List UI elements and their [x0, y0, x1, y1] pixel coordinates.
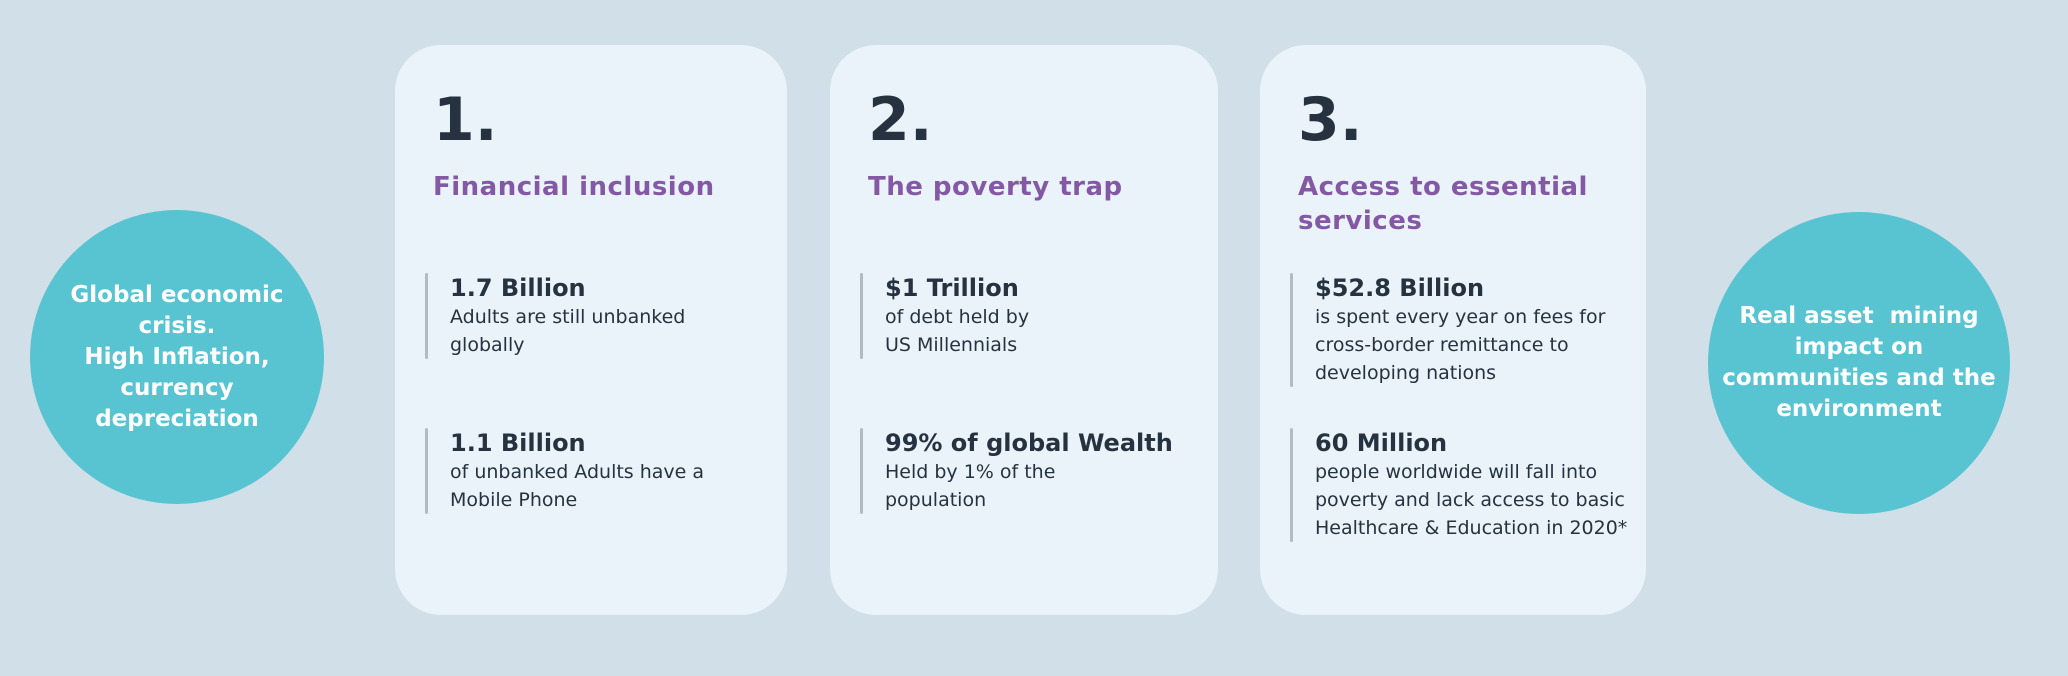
- stat-accent-bar: [860, 428, 863, 514]
- stat-title: $52.8 Billion: [1315, 274, 1485, 302]
- stat-accent-bar: [860, 273, 863, 359]
- stat-title: 99% of global Wealth: [885, 429, 1173, 457]
- stat-title: $1 Trillion: [885, 274, 1019, 302]
- mining-impact-circle: Real asset mining impact on communities …: [1708, 212, 2010, 514]
- card-number: 3.: [1298, 85, 1363, 155]
- card-heading: Financial inclusion: [433, 172, 715, 202]
- card-number: 2.: [868, 85, 933, 155]
- stat-accent-bar: [1290, 428, 1293, 542]
- stat-block: 1.1 Billion of unbanked Adults have a Mo…: [425, 428, 777, 514]
- global-crisis-circle: Global economic crisis. High Inflation, …: [30, 210, 324, 504]
- stat-block: 99% of global Wealth Held by 1% of the p…: [860, 428, 1208, 514]
- stat-accent-bar: [425, 273, 428, 359]
- stat-accent-bar: [1290, 273, 1293, 387]
- stat-description: Held by 1% of the population: [885, 461, 1056, 511]
- stat-accent-bar: [425, 428, 428, 514]
- card-heading: Access to essential services: [1298, 172, 1588, 236]
- stat-description: people worldwide will fall into poverty …: [1315, 461, 1628, 539]
- stat-description: Adults are still unbanked globally: [450, 306, 686, 356]
- card-heading: The poverty trap: [868, 172, 1123, 202]
- stat-title: 1.7 Billion: [450, 274, 586, 302]
- card-number: 1.: [433, 85, 498, 155]
- global-crisis-circle-text: Global economic crisis. High Inflation, …: [70, 281, 284, 432]
- stat-block: $1 Trillion of debt held by US Millennia…: [860, 273, 1208, 359]
- mining-impact-circle-text: Real asset mining impact on communities …: [1722, 303, 1996, 422]
- stat-title: 1.1 Billion: [450, 429, 586, 457]
- stat-block: 1.7 Billion Adults are still unbanked gl…: [425, 273, 777, 359]
- stat-text: 99% of global Wealth Held by 1% of the p…: [885, 428, 1173, 514]
- stat-text: 60 Million people worldwide will fall in…: [1315, 428, 1627, 542]
- stat-block: $52.8 Billion is spent every year on fee…: [1290, 273, 1636, 387]
- card-poverty-trap: 2. The poverty trap $1 Trillion of debt …: [830, 45, 1218, 615]
- stat-text: $52.8 Billion is spent every year on fee…: [1315, 273, 1605, 387]
- stat-text: 1.7 Billion Adults are still unbanked gl…: [450, 273, 685, 359]
- stat-description: of debt held by US Millennials: [885, 306, 1030, 356]
- stat-title: 60 Million: [1315, 429, 1448, 457]
- stat-text: $1 Trillion of debt held by US Millennia…: [885, 273, 1029, 359]
- stat-text: 1.1 Billion of unbanked Adults have a Mo…: [450, 428, 704, 514]
- stat-description: of unbanked Adults have a Mobile Phone: [450, 461, 705, 511]
- stat-block: 60 Million people worldwide will fall in…: [1290, 428, 1636, 542]
- card-access-essential-services: 3. Access to essential services $52.8 Bi…: [1260, 45, 1646, 615]
- card-financial-inclusion: 1. Financial inclusion 1.7 Billion Adult…: [395, 45, 787, 615]
- stat-description: is spent every year on fees for cross-bo…: [1315, 306, 1606, 384]
